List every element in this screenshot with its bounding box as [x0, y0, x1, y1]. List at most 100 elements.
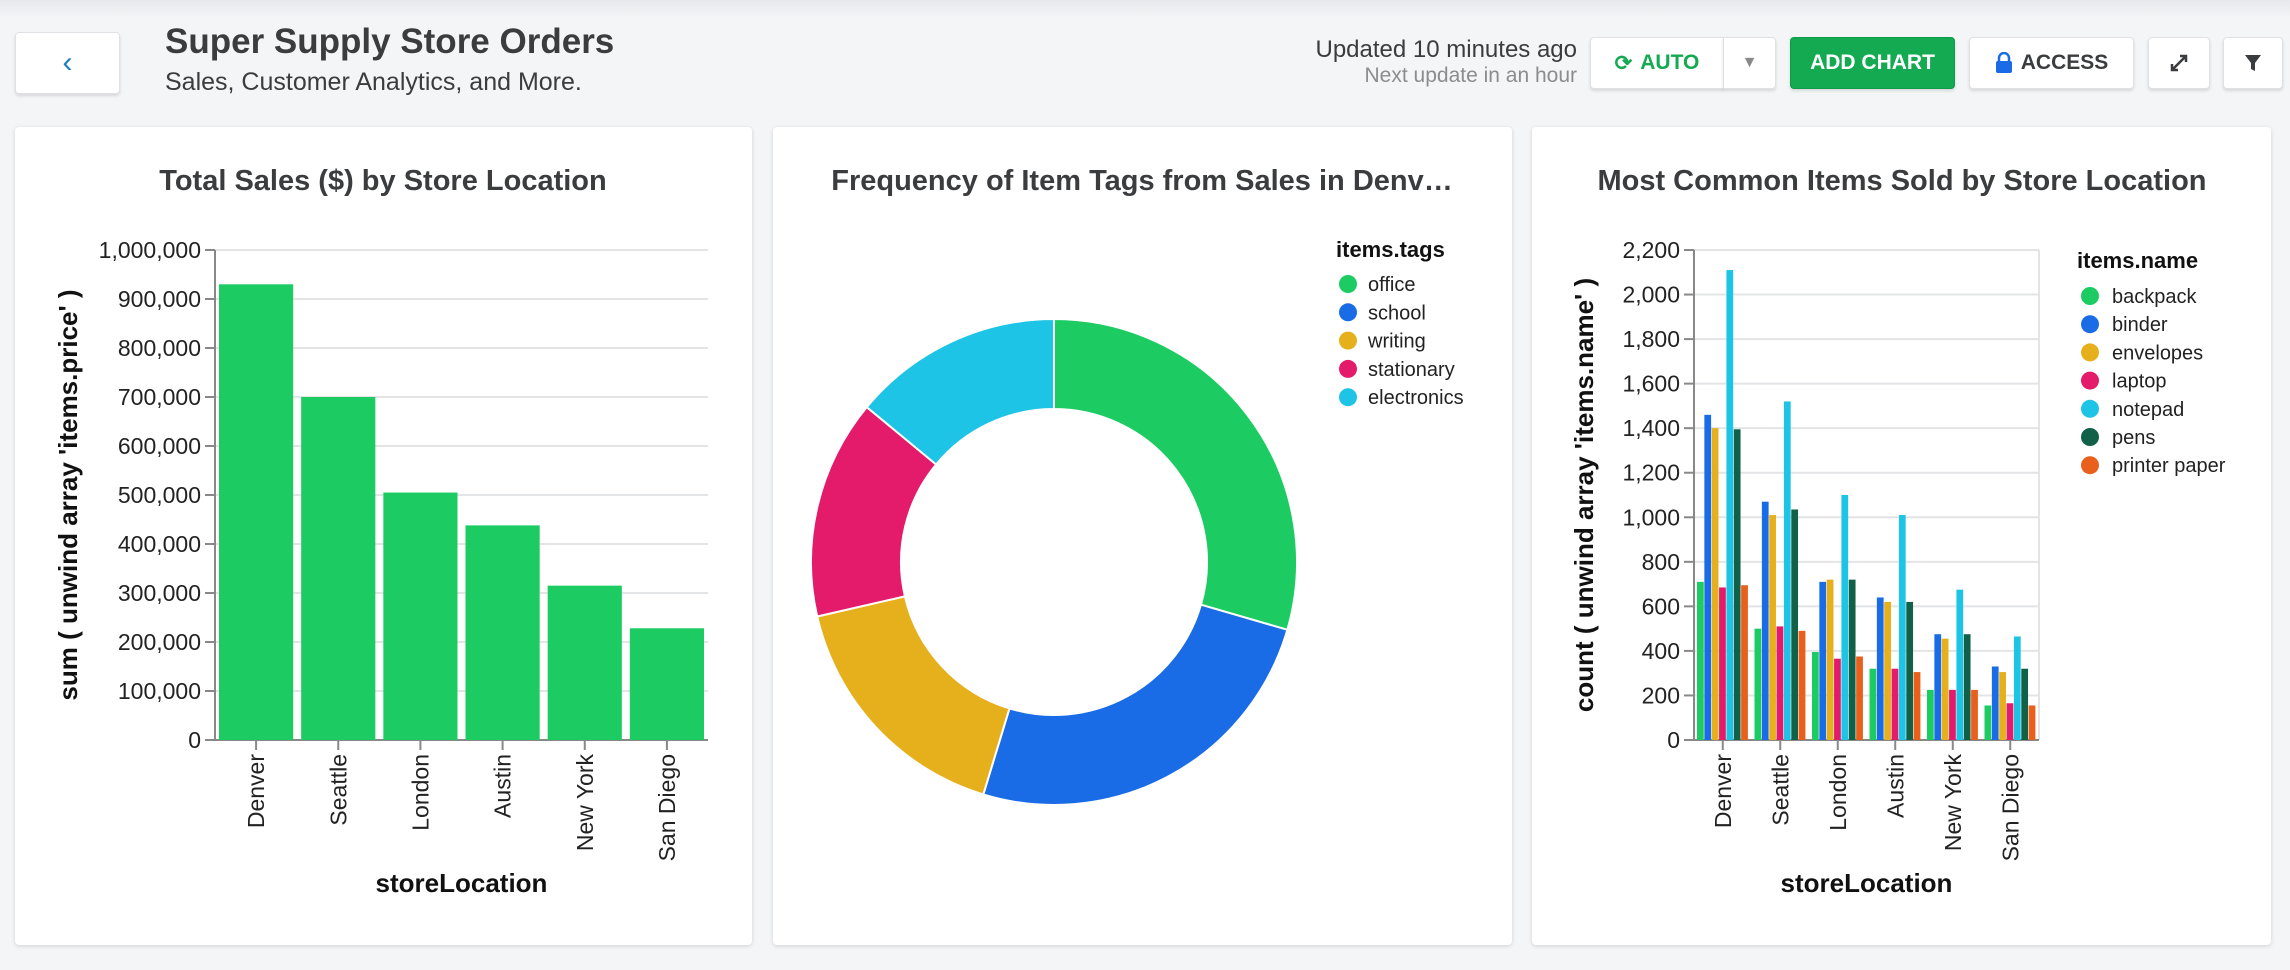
- legend-swatch: [2081, 287, 2099, 305]
- x-tick-label: Denver: [243, 754, 269, 828]
- legend-label: school: [1368, 302, 1426, 324]
- bar-notepad: [1898, 515, 1906, 740]
- y-tick-label: 100,000: [118, 678, 201, 704]
- y-tick-label: 600: [1642, 593, 1680, 619]
- bar-envelopes: [1826, 579, 1834, 740]
- bar-printer-paper: [2028, 705, 2036, 740]
- legend-swatch: [2081, 456, 2099, 475]
- access-label: ACCESS: [2020, 51, 2109, 74]
- x-tick-label: Seattle: [325, 754, 351, 826]
- chart-title: Total Sales ($) by Store Location: [159, 165, 606, 197]
- bar-binder: [1819, 581, 1827, 740]
- y-tick-label: 1,000: [1622, 504, 1680, 530]
- auto-label: AUTO: [1640, 51, 1700, 74]
- y-tick-label: 400,000: [118, 531, 201, 557]
- bar-backpack: [1869, 668, 1877, 740]
- legend-swatch: [2081, 343, 2099, 362]
- legend-label: electronics: [1368, 387, 1464, 409]
- bar-laptop: [1719, 587, 1726, 740]
- legend-label: writing: [1367, 331, 1426, 353]
- bar-printer-paper: [1741, 585, 1748, 740]
- legend-title: items.name: [2077, 248, 2198, 273]
- y-tick-label: 700,000: [118, 384, 201, 410]
- donut-slice-electronics: [865, 317, 1055, 466]
- legend-swatch: [1339, 331, 1357, 350]
- auto-refresh-dropdown[interactable]: ▼: [1723, 37, 1776, 89]
- bar-pens: [1963, 634, 1971, 740]
- lock-icon: [1995, 52, 2012, 73]
- y-axis-label: count ( unwind array 'items.name' ): [1569, 278, 1599, 712]
- donut-slice-school: [982, 603, 1289, 806]
- bar-new-york: [547, 585, 622, 740]
- bar-binder: [1934, 634, 1942, 740]
- legend-label: notepad: [2112, 399, 2184, 421]
- bar-envelopes: [1999, 672, 2006, 740]
- legend-swatch: [1339, 275, 1357, 293]
- legend-label: backpack: [2112, 286, 2197, 308]
- legend-label: binder: [2112, 314, 2168, 336]
- top-edge: [0, 0, 2290, 18]
- y-tick-label: 200: [1642, 682, 1680, 708]
- legend-title: items.tags: [1336, 237, 1445, 262]
- bar-envelopes: [1769, 515, 1776, 740]
- fullscreen-button[interactable]: [2148, 37, 2210, 89]
- x-tick-label: Austin: [490, 754, 516, 818]
- bar-london: [383, 492, 458, 740]
- chevron-left-icon: ‹: [62, 46, 73, 79]
- y-tick-label: 800,000: [118, 335, 201, 361]
- bar-laptop: [2006, 703, 2014, 740]
- filter-button[interactable]: [2223, 37, 2283, 89]
- bar-backpack: [1697, 581, 1704, 740]
- bar-binder: [1991, 666, 1999, 740]
- bar-pens: [1791, 509, 1799, 740]
- bar-binder: [1761, 501, 1769, 740]
- y-tick-label: 1,600: [1622, 371, 1680, 397]
- bar-backpack: [1754, 628, 1762, 740]
- y-tick-label: 300,000: [118, 580, 201, 606]
- x-tick-label: New York: [572, 754, 598, 852]
- legend-label: printer paper: [2112, 455, 2226, 477]
- add-chart-button[interactable]: ADD CHART: [1790, 37, 1955, 89]
- access-button[interactable]: ACCESS: [1969, 37, 2134, 89]
- bar-backpack: [1812, 652, 1819, 740]
- y-tick-label: 1,800: [1622, 326, 1680, 352]
- x-axis-label: storeLocation: [1781, 868, 1953, 898]
- expand-icon: [2170, 54, 2188, 72]
- bar-printer-paper: [1856, 656, 1863, 740]
- legend-swatch: [2081, 399, 2099, 418]
- chart-title: Most Common Items Sold by Store Location: [1597, 165, 2206, 197]
- legend-label: envelopes: [2112, 342, 2203, 364]
- bar-denver: [219, 284, 294, 740]
- refresh-icon: ⟳: [1614, 51, 1633, 75]
- y-tick-label: 0: [1667, 727, 1680, 753]
- bar-notepad: [2013, 636, 2021, 740]
- bar-pens: [1848, 579, 1856, 740]
- bar-binder: [1704, 414, 1712, 740]
- y-tick-label: 900,000: [118, 286, 201, 312]
- bar-envelopes: [1711, 428, 1719, 740]
- y-tick-label: 800: [1642, 549, 1680, 575]
- bar-backpack: [1927, 689, 1934, 740]
- back-button[interactable]: ‹: [15, 32, 120, 94]
- donut-slice-writing: [815, 595, 1011, 796]
- auto-refresh-button[interactable]: ⟳ AUTO: [1590, 37, 1724, 89]
- filter-icon: [2245, 55, 2261, 71]
- legend-label: stationary: [1368, 359, 1455, 381]
- bar-pens: [1906, 601, 1914, 740]
- legend-swatch: [1339, 388, 1357, 407]
- caret-down-icon: ▼: [1741, 54, 1758, 71]
- bar-seattle: [301, 397, 376, 740]
- dashboard-title: Super Supply Store Orders: [165, 22, 615, 61]
- x-tick-label: London: [1825, 754, 1851, 831]
- bar-notepad: [1726, 270, 1734, 740]
- x-tick-label: San Diego: [654, 754, 680, 861]
- x-tick-label: Denver: [1710, 754, 1736, 828]
- bar-printer-paper: [1971, 689, 1978, 740]
- y-tick-label: 400: [1642, 638, 1680, 664]
- legend-label: pens: [2112, 427, 2155, 449]
- legend-swatch: [1339, 303, 1357, 322]
- bar-laptop: [1776, 626, 1784, 740]
- y-tick-label: 1,000,000: [99, 237, 201, 263]
- x-tick-label: San Diego: [1997, 754, 2023, 861]
- bar-printer-paper: [1913, 672, 1921, 740]
